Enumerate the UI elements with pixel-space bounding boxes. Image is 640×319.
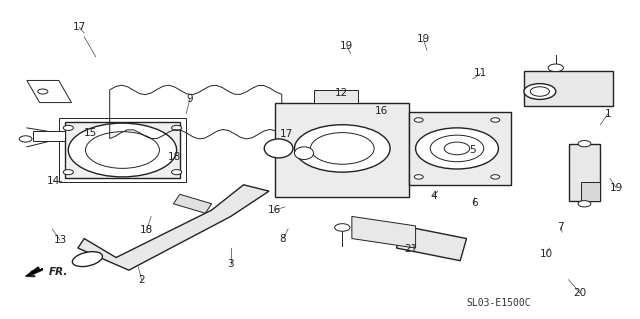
Polygon shape <box>352 216 415 248</box>
Text: 5: 5 <box>470 145 476 155</box>
Circle shape <box>172 125 182 130</box>
Polygon shape <box>173 194 212 213</box>
Circle shape <box>548 64 563 71</box>
Circle shape <box>430 135 484 162</box>
Text: 3: 3 <box>227 259 234 269</box>
Circle shape <box>294 125 390 172</box>
Text: 19: 19 <box>417 34 430 44</box>
Ellipse shape <box>264 139 293 158</box>
Circle shape <box>63 125 74 130</box>
Circle shape <box>415 128 499 169</box>
Text: FR.: FR. <box>49 267 68 277</box>
Circle shape <box>38 89 48 94</box>
Ellipse shape <box>294 147 314 160</box>
Text: 18: 18 <box>168 152 181 162</box>
Polygon shape <box>27 80 72 103</box>
Text: 1: 1 <box>605 109 611 119</box>
Circle shape <box>524 84 556 100</box>
Text: 13: 13 <box>53 235 67 245</box>
Circle shape <box>63 170 74 175</box>
Circle shape <box>86 132 159 168</box>
Polygon shape <box>568 144 600 201</box>
Text: 4: 4 <box>430 191 436 201</box>
Polygon shape <box>33 131 65 141</box>
Text: 10: 10 <box>540 249 553 259</box>
Text: 16: 16 <box>374 107 388 116</box>
Text: 9: 9 <box>187 94 193 104</box>
Polygon shape <box>65 122 180 178</box>
Circle shape <box>335 224 350 231</box>
Text: 2: 2 <box>138 275 145 285</box>
Text: 7: 7 <box>557 222 564 233</box>
Circle shape <box>531 87 549 96</box>
Text: 20: 20 <box>573 288 586 298</box>
Polygon shape <box>78 185 269 270</box>
Text: 6: 6 <box>471 198 477 208</box>
Circle shape <box>444 142 470 155</box>
Text: 19: 19 <box>340 41 353 51</box>
Polygon shape <box>524 71 613 106</box>
Text: 18: 18 <box>140 225 154 235</box>
Circle shape <box>104 141 140 159</box>
Text: 8: 8 <box>280 234 286 243</box>
Circle shape <box>578 201 591 207</box>
Circle shape <box>68 123 177 177</box>
Text: 17: 17 <box>280 129 294 138</box>
Circle shape <box>491 118 500 122</box>
Text: 11: 11 <box>474 69 487 78</box>
Text: SL03-E1500C: SL03-E1500C <box>466 298 531 308</box>
Polygon shape <box>314 90 358 103</box>
Circle shape <box>414 118 423 122</box>
Circle shape <box>19 136 32 142</box>
Polygon shape <box>409 112 511 185</box>
Circle shape <box>310 133 374 164</box>
Circle shape <box>88 133 157 167</box>
Text: 12: 12 <box>335 88 348 98</box>
Polygon shape <box>581 182 600 201</box>
Circle shape <box>578 141 591 147</box>
Circle shape <box>68 123 177 177</box>
Text: 16: 16 <box>268 205 281 215</box>
Text: 15: 15 <box>84 128 97 137</box>
Text: 17: 17 <box>72 22 86 32</box>
Circle shape <box>172 170 182 175</box>
Text: 14: 14 <box>47 176 60 186</box>
Circle shape <box>491 175 500 179</box>
Circle shape <box>414 175 423 179</box>
Text: 21: 21 <box>404 244 417 254</box>
Polygon shape <box>275 103 409 197</box>
Text: 19: 19 <box>610 183 623 193</box>
Polygon shape <box>26 267 43 277</box>
Ellipse shape <box>72 252 102 267</box>
Polygon shape <box>396 226 467 261</box>
